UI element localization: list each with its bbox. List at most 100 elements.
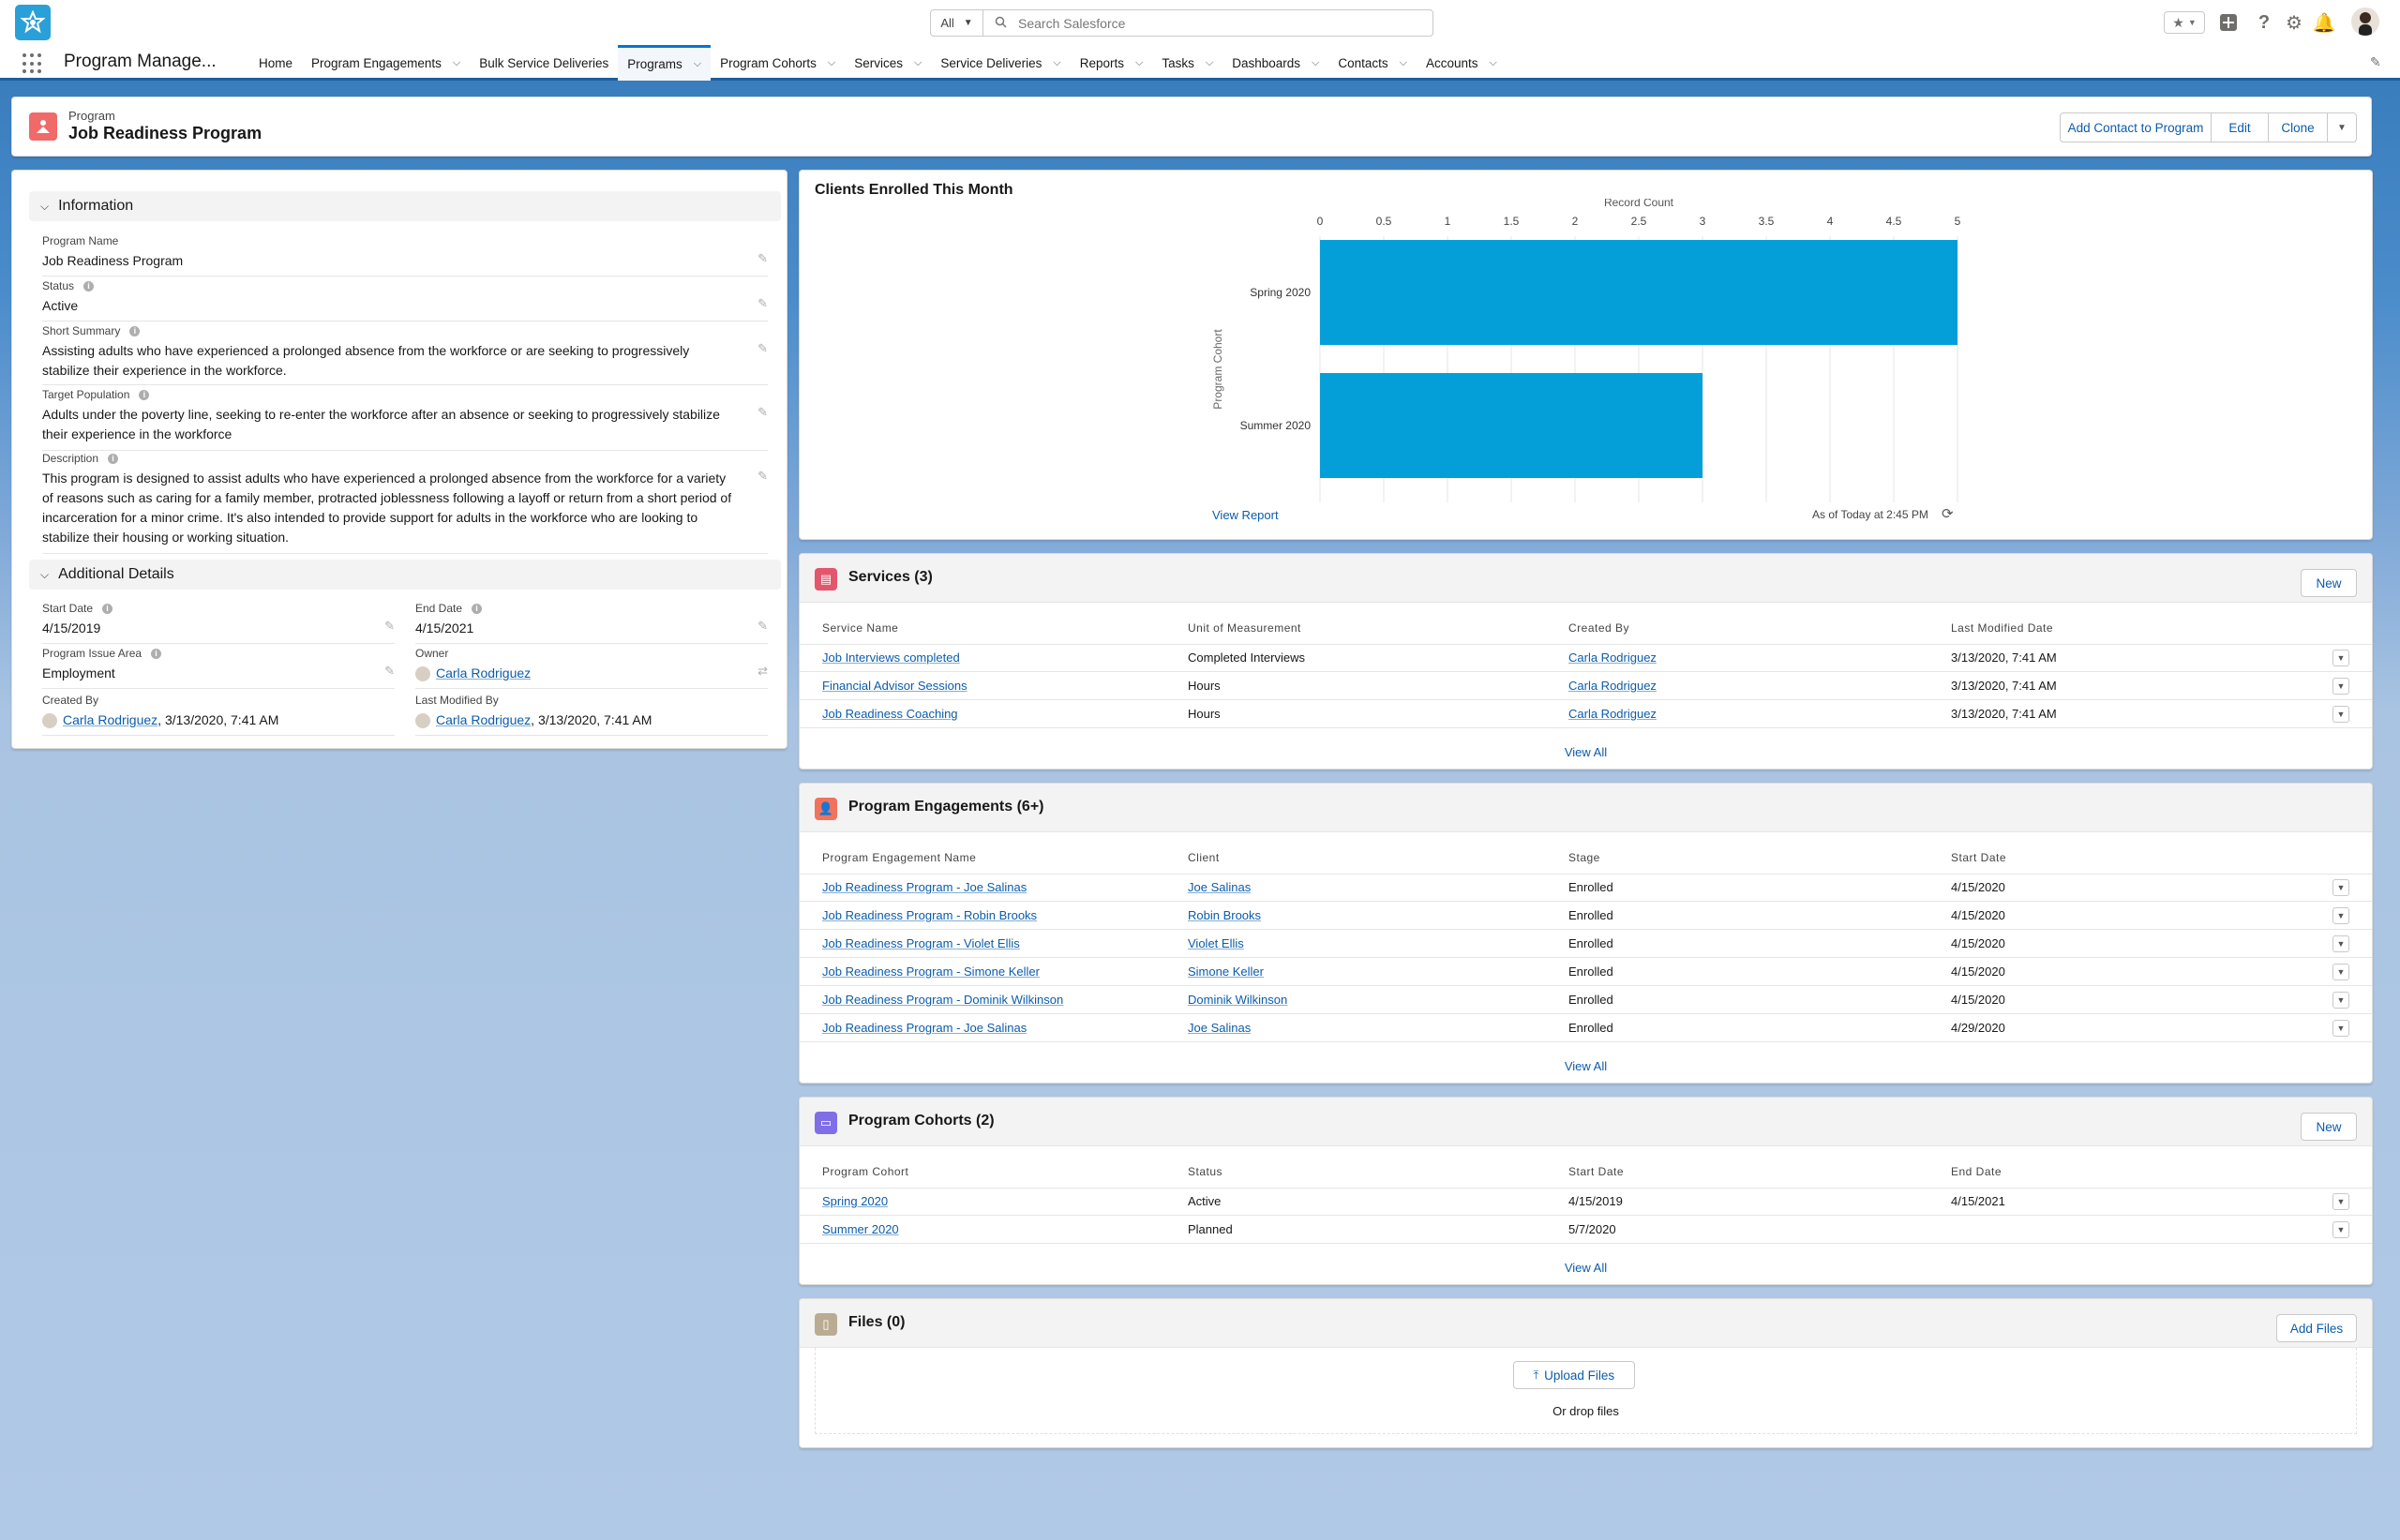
edit-pencil-icon[interactable]: ✎: [758, 619, 768, 633]
record-link[interactable]: Job Readiness Program - Joe Salinas: [822, 1021, 1028, 1035]
setup-gear-icon[interactable]: ⚙: [2286, 12, 2302, 34]
nav-tab-programs[interactable]: Programs ⌵: [618, 45, 712, 81]
info-icon[interactable]: i: [83, 280, 95, 292]
row-actions-dropdown[interactable]: ▼: [2332, 1221, 2349, 1238]
row-actions-dropdown[interactable]: ▼: [2332, 907, 2349, 924]
chevron-down-icon[interactable]: ⌵: [1053, 56, 1061, 68]
chevron-down-icon[interactable]: ⌵: [1135, 56, 1144, 68]
row-actions-dropdown[interactable]: ▼: [2332, 964, 2349, 980]
view-all-link[interactable]: View All: [1564, 1059, 1608, 1073]
record-link[interactable]: Job Readiness Program - Violet Ellis: [822, 936, 1020, 950]
change-owner-icon[interactable]: ⇄: [758, 664, 768, 678]
column-header[interactable]: Start Date: [1568, 1165, 1625, 1178]
record-link[interactable]: Job Readiness Program - Joe Salinas: [822, 880, 1028, 894]
search-scope-dropdown[interactable]: All ▼: [931, 10, 983, 36]
chevron-down-icon[interactable]: ⌵: [693, 58, 702, 69]
edit-pencil-icon[interactable]: ✎: [384, 664, 395, 678]
chevron-down-icon[interactable]: ⌵: [1312, 56, 1320, 68]
chevron-down-icon[interactable]: ⌵: [914, 56, 922, 68]
nav-tab-program-cohorts[interactable]: Program Cohorts ⌵: [711, 45, 845, 81]
notifications-bell-icon[interactable]: 🔔: [2312, 12, 2336, 34]
column-header[interactable]: Client: [1188, 851, 1220, 864]
record-link[interactable]: Job Readiness Program - Simone Keller: [822, 964, 1040, 979]
additional-details-section-header[interactable]: ⌵ Additional Details: [29, 560, 781, 590]
info-icon[interactable]: i: [108, 453, 119, 464]
nav-tab-bulk-service-deliveries[interactable]: Bulk Service Deliveries: [470, 45, 618, 81]
view-report-link[interactable]: View Report: [1212, 508, 1279, 522]
new-cohort-button[interactable]: New: [2301, 1113, 2357, 1141]
column-header[interactable]: Created By: [1568, 621, 1630, 635]
upload-files-button[interactable]: ⤒ Upload Files: [1513, 1361, 1635, 1389]
row-actions-dropdown[interactable]: ▼: [2332, 935, 2349, 952]
column-header[interactable]: Program Cohort: [822, 1165, 909, 1178]
add-files-button[interactable]: Add Files: [2276, 1314, 2357, 1342]
column-header[interactable]: Stage: [1568, 851, 1600, 864]
favorites-button[interactable]: ★ ▼: [2164, 11, 2205, 34]
edit-button[interactable]: Edit: [2211, 112, 2269, 142]
clone-button[interactable]: Clone: [2268, 112, 2328, 142]
row-actions-dropdown[interactable]: ▼: [2332, 992, 2349, 1009]
record-link[interactable]: Joe Salinas: [1188, 880, 1252, 894]
edit-pencil-icon[interactable]: ✎: [758, 296, 768, 310]
column-header[interactable]: Service Name: [822, 621, 899, 635]
chevron-down-icon[interactable]: ⌵: [1399, 56, 1407, 68]
global-actions-add-icon[interactable]: [2218, 11, 2239, 34]
record-link[interactable]: Robin Brooks: [1188, 908, 1262, 922]
app-launcher-icon[interactable]: [22, 53, 43, 74]
nav-tab-services[interactable]: Services ⌵: [845, 45, 931, 81]
chevron-down-icon[interactable]: ⌵: [827, 56, 836, 68]
info-icon[interactable]: i: [102, 603, 113, 614]
column-header[interactable]: Unit of Measurement: [1188, 621, 1301, 635]
created-by-link[interactable]: Carla Rodriguez: [63, 712, 158, 727]
chevron-down-icon[interactable]: ⌵: [1205, 56, 1214, 68]
view-all-link[interactable]: View All: [1564, 745, 1608, 759]
record-link[interactable]: Job Readiness Coaching: [822, 707, 958, 721]
record-link[interactable]: Spring 2020: [822, 1194, 889, 1208]
edit-nav-pencil-icon[interactable]: ✎: [2370, 54, 2381, 69]
record-link[interactable]: Simone Keller: [1188, 964, 1264, 979]
chevron-down-icon[interactable]: ⌵: [452, 56, 461, 68]
help-icon[interactable]: ?: [2258, 11, 2271, 33]
record-link[interactable]: Carla Rodriguez: [1568, 707, 1657, 721]
column-header[interactable]: End Date: [1951, 1165, 2002, 1178]
info-icon[interactable]: i: [139, 389, 150, 400]
column-header[interactable]: Last Modified Date: [1951, 621, 2054, 635]
edit-pencil-icon[interactable]: ✎: [384, 619, 395, 633]
record-link[interactable]: Carla Rodriguez: [1568, 650, 1657, 665]
row-actions-dropdown[interactable]: ▼: [2332, 1020, 2349, 1037]
modified-by-link[interactable]: Carla Rodriguez: [436, 712, 532, 727]
record-link[interactable]: Job Readiness Program - Dominik Wilkinso…: [822, 993, 1064, 1007]
owner-link[interactable]: Carla Rodriguez: [436, 665, 532, 680]
info-icon[interactable]: i: [472, 603, 483, 614]
row-actions-dropdown[interactable]: ▼: [2332, 706, 2349, 723]
record-link[interactable]: Violet Ellis: [1188, 936, 1244, 950]
user-avatar[interactable]: [2351, 7, 2379, 36]
new-service-button[interactable]: New: [2301, 569, 2357, 597]
row-actions-dropdown[interactable]: ▼: [2332, 879, 2349, 896]
nav-tab-home[interactable]: Home: [249, 45, 302, 81]
record-link[interactable]: Job Interviews completed: [822, 650, 960, 665]
edit-pencil-icon[interactable]: ✎: [758, 405, 768, 419]
record-link[interactable]: Financial Advisor Sessions: [822, 679, 968, 693]
column-header[interactable]: Program Engagement Name: [822, 851, 977, 864]
record-link[interactable]: Dominik Wilkinson: [1188, 993, 1288, 1007]
nav-tab-reports[interactable]: Reports ⌵: [1071, 45, 1153, 81]
record-link[interactable]: Joe Salinas: [1188, 1021, 1252, 1035]
nav-tab-contacts[interactable]: Contacts ⌵: [1328, 45, 1417, 81]
record-link[interactable]: Carla Rodriguez: [1568, 679, 1657, 693]
nav-tab-program-engagements[interactable]: Program Engagements ⌵: [302, 45, 470, 81]
info-icon[interactable]: i: [151, 648, 162, 659]
edit-pencil-icon[interactable]: ✎: [758, 341, 768, 355]
file-drop-zone[interactable]: ⤒ Upload Files Or drop files: [815, 1348, 2357, 1434]
info-icon[interactable]: i: [129, 325, 141, 336]
record-link[interactable]: Summer 2020: [822, 1222, 899, 1236]
nav-tab-service-deliveries[interactable]: Service Deliveries ⌵: [931, 45, 1070, 81]
nav-tab-tasks[interactable]: Tasks ⌵: [1152, 45, 1222, 81]
row-actions-dropdown[interactable]: ▼: [2332, 650, 2349, 666]
refresh-icon[interactable]: ⟳: [1942, 506, 1954, 522]
view-all-link[interactable]: View All: [1564, 1261, 1608, 1275]
edit-pencil-icon[interactable]: ✎: [758, 251, 768, 265]
column-header[interactable]: Status: [1188, 1165, 1223, 1178]
chevron-down-icon[interactable]: ⌵: [1489, 56, 1497, 68]
column-header[interactable]: Start Date: [1951, 851, 2007, 864]
